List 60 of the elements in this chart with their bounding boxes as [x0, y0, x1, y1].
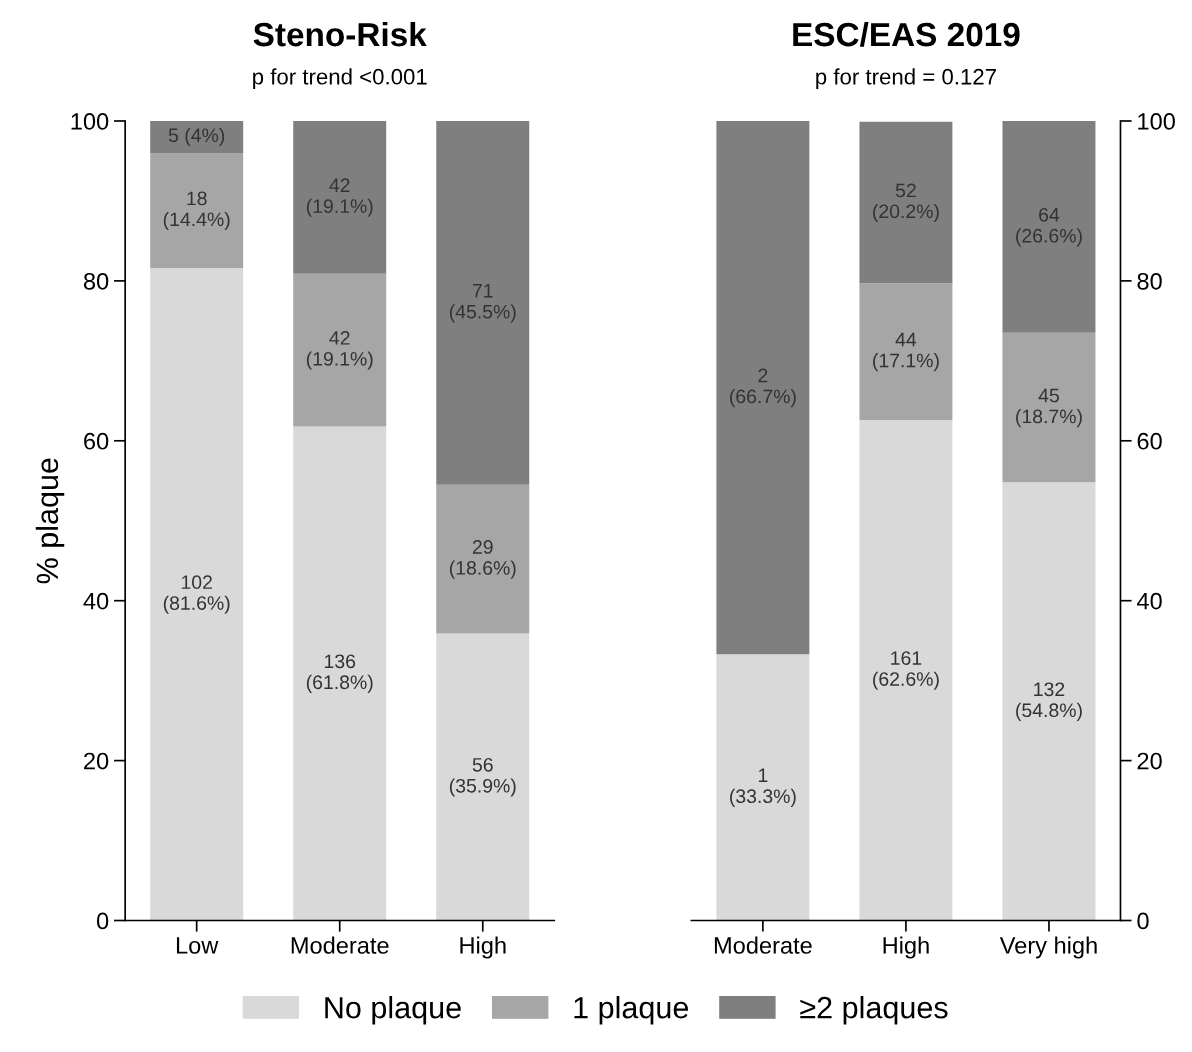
data-label: 52 (20.2%) — [873, 183, 939, 223]
data-label: 64 (26.6%) — [1016, 207, 1082, 247]
bar — [150, 268, 244, 921]
data-label: 71 (45.5%) — [449, 284, 516, 323]
y-tick-label: 40 — [83, 592, 109, 610]
data-label: 5 (4%) — [168, 127, 225, 147]
y2-tick-label: 80 — [1137, 272, 1162, 290]
bar — [716, 120, 810, 655]
bar — [716, 654, 810, 921]
data-label: 44 (17.1%) — [873, 332, 939, 372]
bar — [859, 283, 953, 420]
data-label: 1 (33.3%) — [730, 768, 796, 807]
y-tick-label: 20 — [84, 752, 109, 770]
data-label: 29 (18.6%) — [449, 540, 516, 579]
bar — [436, 120, 530, 485]
y2-tick-label: 20 — [1137, 752, 1162, 770]
data-label: 136 (61.8%) — [306, 654, 373, 693]
bar — [1002, 482, 1096, 921]
y-tick-label: 60 — [84, 432, 109, 450]
data-label: 42 (19.1%) — [306, 178, 373, 217]
data-label: 161 (62.6%) — [873, 651, 939, 690]
bar — [150, 152, 244, 269]
x-tick-label: High — [883, 936, 929, 959]
y-tick-label: 80 — [83, 272, 109, 290]
bar — [436, 633, 530, 921]
x-tick-label: Moderate — [714, 936, 812, 954]
chart-subtitle: p for trend = 0.127 — [816, 68, 996, 89]
data-label: 45 (18.7%) — [1016, 388, 1082, 428]
data-label: 102 (81.6%) — [163, 575, 230, 614]
y2-tick-label: 60 — [1137, 432, 1162, 450]
bar — [1002, 332, 1096, 483]
data-label: 56 (35.9%) — [449, 757, 516, 797]
y-axis-title: % plaque — [35, 458, 65, 584]
x-tick-label: Moderate — [291, 936, 389, 954]
data-label: 42 (19.1%) — [306, 331, 373, 370]
x-tick-label: Low — [176, 937, 219, 954]
legend-label: ≥2 plaques — [800, 996, 948, 1025]
y-tick-label: 0 — [96, 912, 109, 930]
bar — [293, 120, 387, 274]
chart-subtitle: p for trend <0.001 — [253, 68, 427, 89]
x-tick-label: Very high — [999, 936, 1097, 959]
y2-tick-label: 0 — [1137, 912, 1149, 930]
legend-label: No plaque — [325, 996, 461, 1025]
bar — [859, 420, 953, 921]
bar — [1002, 120, 1096, 333]
bar — [293, 426, 387, 921]
y2-tick-label: 100 — [1138, 113, 1175, 130]
x-tick-label: High — [460, 936, 506, 959]
bar — [150, 120, 244, 153]
y-tick-label: 100 — [71, 113, 109, 130]
data-label: 2 (66.7%) — [730, 368, 796, 408]
chart-title: ESC/EAS 2019 — [793, 21, 1020, 47]
data-label: 18 (14.4%) — [163, 191, 230, 231]
bar — [293, 273, 387, 427]
bar — [859, 121, 953, 284]
data-label: 132 (54.8%) — [1016, 682, 1082, 721]
chart-title: Steno-Risk — [253, 21, 427, 47]
bar — [436, 484, 530, 634]
y2-tick-label: 40 — [1136, 592, 1162, 610]
legend-label: 1 plaque — [574, 996, 688, 1025]
